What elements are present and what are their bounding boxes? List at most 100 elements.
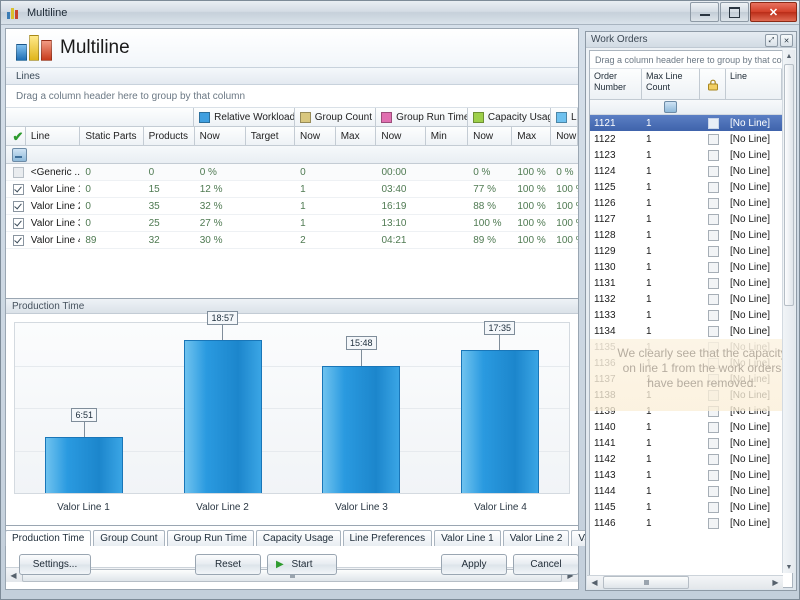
wo-hscroll-thumb[interactable] [603,576,689,589]
tab-group-count[interactable]: Group Count [93,530,165,546]
scroll-right-icon[interactable]: ▶ [567,570,574,580]
work-order-row[interactable]: 1139 1 [No Line] [590,403,792,419]
column-order-number[interactable]: Order Number [590,69,642,99]
grid-column-7[interactable]: Max [335,127,377,146]
work-order-row[interactable]: 1122 1 [No Line] [590,131,792,147]
work-order-lock-checkbox[interactable] [707,309,719,321]
work-order-row[interactable]: 1138 1 [No Line] [590,387,792,403]
work-order-lock-cell[interactable] [700,517,726,529]
work-order-lock-checkbox[interactable] [707,517,719,529]
work-order-lock-cell[interactable] [700,181,726,193]
grid-group-header-0[interactable]: Relative Workload [194,108,295,127]
work-order-lock-checkbox[interactable] [707,149,719,161]
work-order-row[interactable]: 1130 1 [No Line] [590,259,792,275]
work-order-lock-checkbox[interactable] [707,485,719,497]
grid-column-6[interactable]: Now [295,127,336,146]
work-order-lock-cell[interactable] [700,293,726,305]
work-order-lock-checkbox[interactable] [707,293,719,305]
work-order-lock-cell[interactable] [700,165,726,177]
work-order-row[interactable]: 1137 1 [No Line] [590,371,792,387]
work-order-row[interactable]: 1135 1 [No Line] [590,339,792,355]
grid-group-header-2[interactable]: Group Run Time [376,108,468,127]
start-button[interactable]: Start [291,559,313,570]
grid-group-header-3[interactable]: Capacity Usage [467,108,551,127]
work-order-row[interactable]: 1123 1 [No Line] [590,147,792,163]
grid-column-2[interactable]: Static Parts [80,127,144,146]
grid-filter-row[interactable] [6,146,578,164]
work-order-row[interactable]: 1127 1 [No Line] [590,211,792,227]
work-orders-filter-row[interactable] [590,100,792,115]
work-order-lock-checkbox[interactable] [707,453,719,465]
grid-column-8[interactable]: Now [376,127,426,146]
grid-column-4[interactable]: Now [194,127,246,146]
column-lock[interactable] [700,69,726,99]
work-order-row[interactable]: 1131 1 [No Line] [590,275,792,291]
apply-button[interactable]: Apply [441,554,507,575]
grid-check-header[interactable]: ✔ [6,127,26,146]
work-order-lock-cell[interactable] [700,373,726,385]
work-order-row[interactable]: 1136 1 [No Line] [590,355,792,371]
work-order-lock-cell[interactable] [700,421,726,433]
work-order-lock-checkbox[interactable] [707,437,719,449]
work-order-row[interactable]: 1144 1 [No Line] [590,483,792,499]
work-order-lock-cell[interactable] [700,341,726,353]
work-order-row[interactable]: 1146 1 [No Line] [590,515,792,531]
work-order-row[interactable]: 1143 1 [No Line] [590,467,792,483]
scroll-left-icon[interactable]: ◀ [10,570,17,580]
scroll-down-icon[interactable]: ▼ [785,563,793,571]
table-row[interactable]: Valor Line 2 0 35 32 % 1 16:19 88 % 100 % 100 % [6,198,578,215]
grid-column-10[interactable]: Now [468,127,513,146]
work-order-lock-cell[interactable] [700,405,726,417]
grid-column-11[interactable]: Max [512,127,552,146]
table-row[interactable]: <Generic ... 0 0 0 % 0 00:00 0 % 100 % 0 % [6,164,578,181]
row-checkbox-cell[interactable] [6,234,26,246]
work-order-lock-cell[interactable] [700,469,726,481]
tab-valor-line-1[interactable]: Valor Line 1 [434,530,501,546]
chart-bar[interactable] [460,350,539,493]
minimize-button[interactable] [690,2,719,22]
work-order-lock-cell[interactable] [700,133,726,145]
work-order-lock-cell[interactable] [700,357,726,369]
row-checkbox[interactable] [12,217,24,229]
work-order-row[interactable]: 1145 1 [No Line] [590,499,792,515]
work-order-lock-checkbox[interactable] [707,229,719,241]
work-order-lock-checkbox[interactable] [707,197,719,209]
work-orders-scroll-thumb[interactable] [784,64,794,306]
tab-group-run-time[interactable]: Group Run Time [166,530,254,546]
window-titlebar[interactable]: Multiline ✕ [1,1,799,25]
work-order-lock-checkbox[interactable] [707,357,719,369]
tab-production-time[interactable]: Production Time [5,530,92,546]
work-order-lock-checkbox[interactable] [707,341,719,353]
work-order-lock-checkbox[interactable] [707,325,719,337]
work-order-lock-cell[interactable] [700,389,726,401]
work-order-row[interactable]: 1126 1 [No Line] [590,195,792,211]
tab-valor-line-2[interactable]: Valor Line 2 [502,530,570,546]
work-order-row[interactable]: 1141 1 [No Line] [590,435,792,451]
work-order-row[interactable]: 1134 1 [No Line] [590,323,792,339]
work-order-lock-cell[interactable] [700,453,726,465]
work-order-lock-checkbox[interactable] [707,405,719,417]
filter-row-icon[interactable] [12,147,27,162]
work-order-lock-cell[interactable] [700,437,726,449]
work-order-row[interactable]: 1124 1 [No Line] [590,163,792,179]
work-orders-close-icon[interactable]: ✕ [780,34,793,47]
tab-line-preferences[interactable]: Line Preferences [342,530,433,546]
row-checkbox[interactable] [12,234,24,246]
work-order-row[interactable]: 1142 1 [No Line] [590,451,792,467]
work-order-lock-checkbox[interactable] [707,261,719,273]
work-order-lock-checkbox[interactable] [707,277,719,289]
table-row[interactable]: Valor Line 3 0 25 27 % 1 13:10 100 % 100 % 100 % [6,215,578,232]
filter-row-icon[interactable] [664,101,677,113]
close-button[interactable]: ✕ [750,2,797,22]
row-checkbox[interactable] [12,200,24,212]
row-checkbox[interactable] [12,183,24,195]
row-checkbox-cell[interactable] [6,166,26,178]
work-orders-titlebar[interactable]: Work Orders ⤢ ✕ [586,32,796,48]
scroll-up-icon[interactable]: ▲ [785,52,793,60]
row-checkbox-cell[interactable] [6,183,26,195]
work-order-lock-checkbox[interactable] [707,389,719,401]
work-order-lock-cell[interactable] [700,277,726,289]
grid-column-5[interactable]: Target [245,127,296,146]
table-row[interactable]: Valor Line 4 89 32 30 % 2 04:21 89 % 100 % 100 % [6,232,578,249]
work-order-lock-cell[interactable] [700,213,726,225]
